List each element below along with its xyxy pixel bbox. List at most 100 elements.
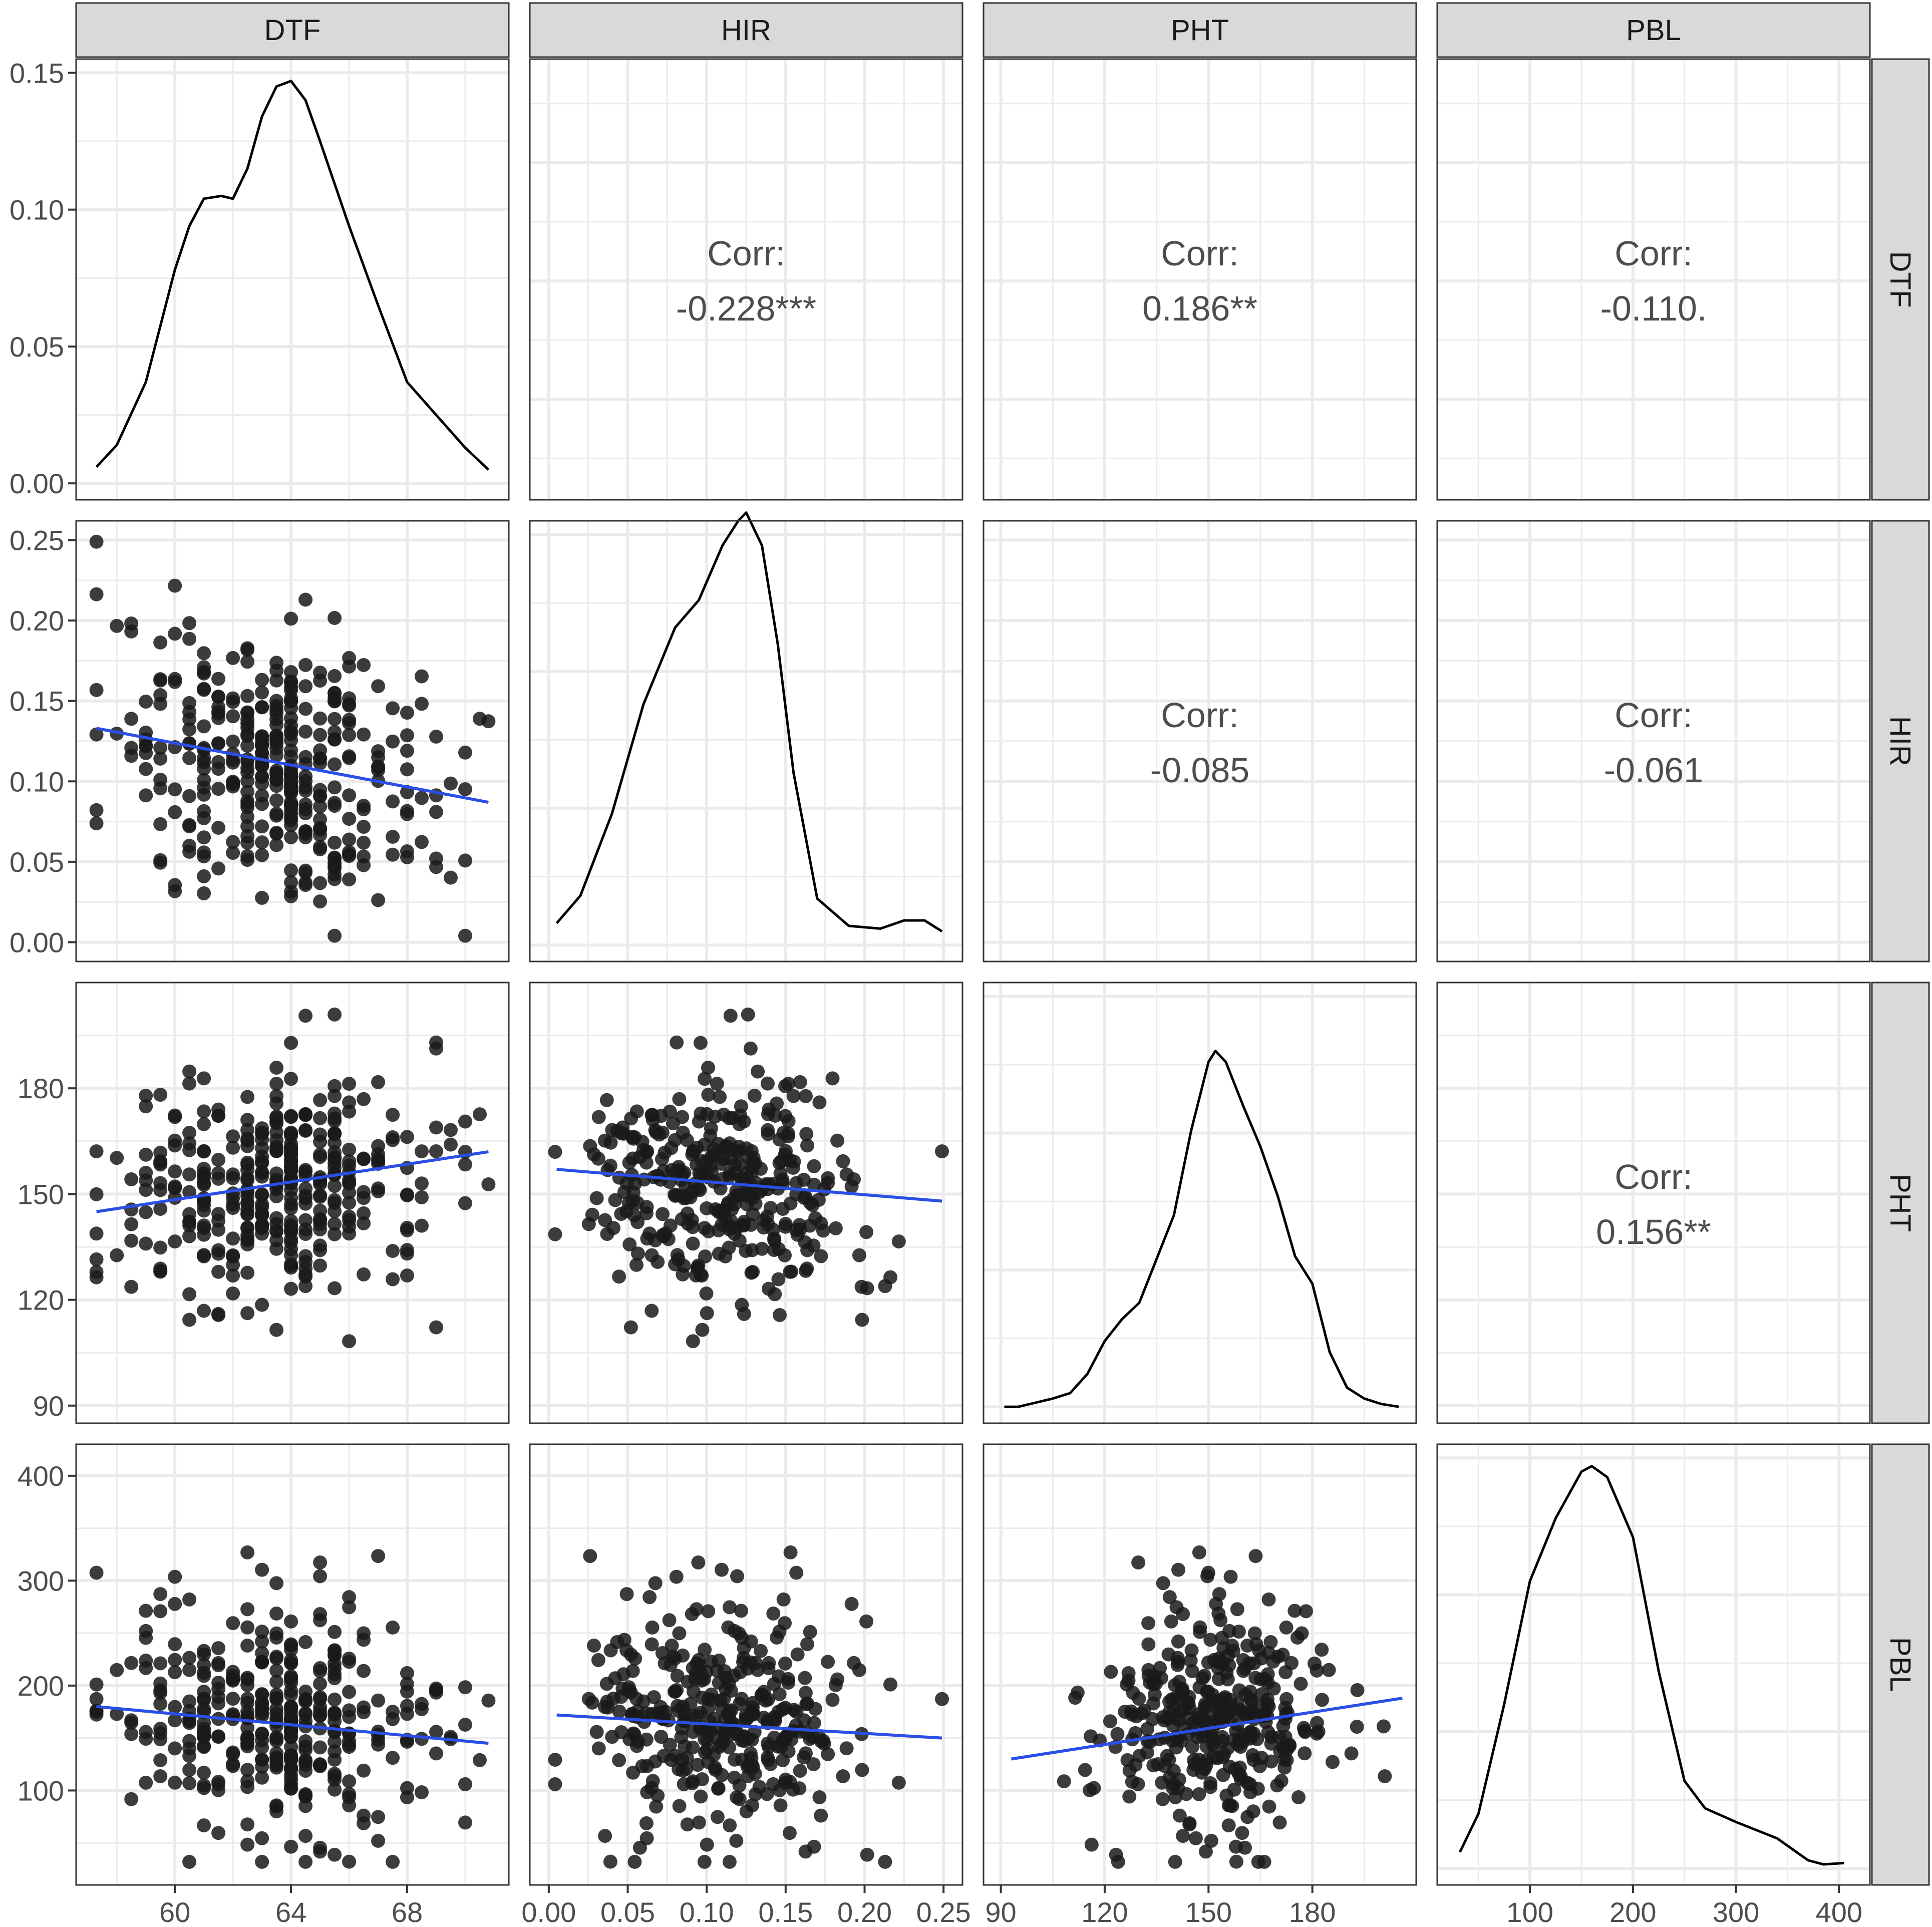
axes-layer: 0.00 0.05 0.10 0.15 0.00 0.05 0.10 0.15 0.20 0.25…	[10, 57, 1862, 1927]
scatter-point	[357, 820, 371, 834]
scatter-point	[701, 1692, 716, 1707]
scatter-point	[342, 716, 357, 730]
scatter-point	[139, 1099, 153, 1114]
scatter-point	[328, 1152, 342, 1166]
scatter-point	[342, 651, 357, 665]
scatter-point	[197, 1739, 211, 1753]
scatter-point	[614, 1126, 628, 1140]
scatter-point	[603, 1135, 618, 1150]
density-curve-pbl	[1459, 1465, 1844, 1866]
scatter-point	[168, 1569, 182, 1584]
scatter-point	[182, 696, 197, 710]
scatter-point	[751, 1064, 765, 1079]
scatter-point	[328, 1007, 342, 1022]
scatter-point	[1205, 1732, 1220, 1746]
scatter-point	[211, 821, 226, 835]
scatter-point	[269, 1650, 284, 1664]
scatter-point	[716, 1735, 731, 1749]
scatter-point	[1057, 1774, 1071, 1789]
scatter-point	[139, 1205, 153, 1219]
scatter-point	[313, 1708, 328, 1723]
scatter-point	[342, 1854, 357, 1869]
scatter-point	[328, 1735, 342, 1749]
scatter-point	[1243, 1692, 1257, 1706]
scatter-point	[806, 1238, 821, 1253]
scatter-point	[741, 1007, 755, 1022]
corr-value: -0.085	[1150, 751, 1249, 790]
scatter-point	[1104, 1665, 1118, 1679]
scatter-point	[782, 1153, 797, 1167]
scatter-point	[781, 1672, 795, 1686]
scatter-point	[727, 1752, 742, 1767]
scatter-point	[400, 807, 414, 821]
scatter-point	[614, 1690, 628, 1704]
scatter-point	[608, 1671, 622, 1686]
scatter-point	[240, 1090, 255, 1104]
scatter-point	[761, 1123, 775, 1137]
scatter-point	[619, 1587, 634, 1601]
scatter-point	[680, 1206, 695, 1221]
scatter-point	[693, 1036, 708, 1050]
scatter-point	[182, 631, 197, 646]
scatter-point	[197, 845, 211, 860]
scatter-point	[678, 1739, 692, 1754]
scatter-point	[284, 889, 298, 903]
scatter-point	[793, 1075, 807, 1089]
scatter-point	[1246, 1804, 1260, 1819]
scatter-point	[1120, 1677, 1134, 1692]
panel-pbl-dtf	[75, 1443, 510, 1886]
scatter-point	[255, 848, 269, 862]
scatter-point	[672, 1799, 687, 1813]
scatter-point	[583, 1549, 597, 1563]
scatter-point	[473, 1107, 487, 1122]
scatter-point	[89, 534, 104, 549]
x-tick-label: 90	[985, 1896, 1016, 1927]
scatter-point	[1298, 1724, 1312, 1738]
scatter-point	[298, 769, 313, 784]
scatter-point	[240, 1231, 255, 1246]
scatter-point	[640, 1785, 655, 1799]
scatter-point	[668, 1257, 683, 1271]
scatter-point	[386, 830, 400, 844]
scatter-point	[415, 791, 429, 805]
strip-background	[983, 2, 1417, 58]
scatter-point	[342, 1655, 357, 1669]
scatter-point	[773, 1798, 788, 1813]
scatter-point	[284, 1704, 298, 1719]
scatter-point	[694, 1267, 708, 1282]
scatter-point	[328, 712, 342, 726]
scatter-point	[655, 1646, 670, 1660]
scatter-point	[676, 1267, 690, 1281]
scatter-point	[313, 1692, 328, 1706]
scatter-point	[240, 797, 255, 811]
scatter-point	[429, 1320, 443, 1335]
scatter-point	[226, 1171, 240, 1185]
scatter-point	[89, 1565, 104, 1580]
scatter-point	[211, 1307, 226, 1321]
scatter-point	[1235, 1826, 1249, 1840]
scatter-point	[1228, 1762, 1242, 1776]
scatter-point	[298, 1707, 313, 1721]
scatter-point	[240, 727, 255, 742]
scatter-point	[211, 1676, 226, 1690]
scatter-point	[313, 1844, 328, 1859]
scatter-point	[284, 611, 298, 626]
scatter-point	[168, 1741, 182, 1756]
scatter-point	[313, 711, 328, 726]
scatter-point	[328, 1196, 342, 1210]
scatter-point	[255, 685, 269, 700]
scatter-point	[645, 1621, 660, 1635]
scatter-point	[645, 1304, 659, 1318]
scatter-point	[357, 1206, 371, 1220]
scatter-point	[255, 1740, 269, 1755]
scatter-point	[670, 1669, 685, 1683]
scatter-point	[328, 835, 342, 850]
scatter-point	[799, 1089, 813, 1103]
scatter-point	[685, 1708, 700, 1723]
scatter-point	[1149, 1676, 1163, 1691]
scatter-point	[168, 1596, 182, 1611]
scatter-point	[1220, 1741, 1235, 1756]
scatter-point	[670, 1035, 684, 1050]
scatter-point	[1266, 1655, 1280, 1669]
scatter-point	[783, 1545, 798, 1559]
